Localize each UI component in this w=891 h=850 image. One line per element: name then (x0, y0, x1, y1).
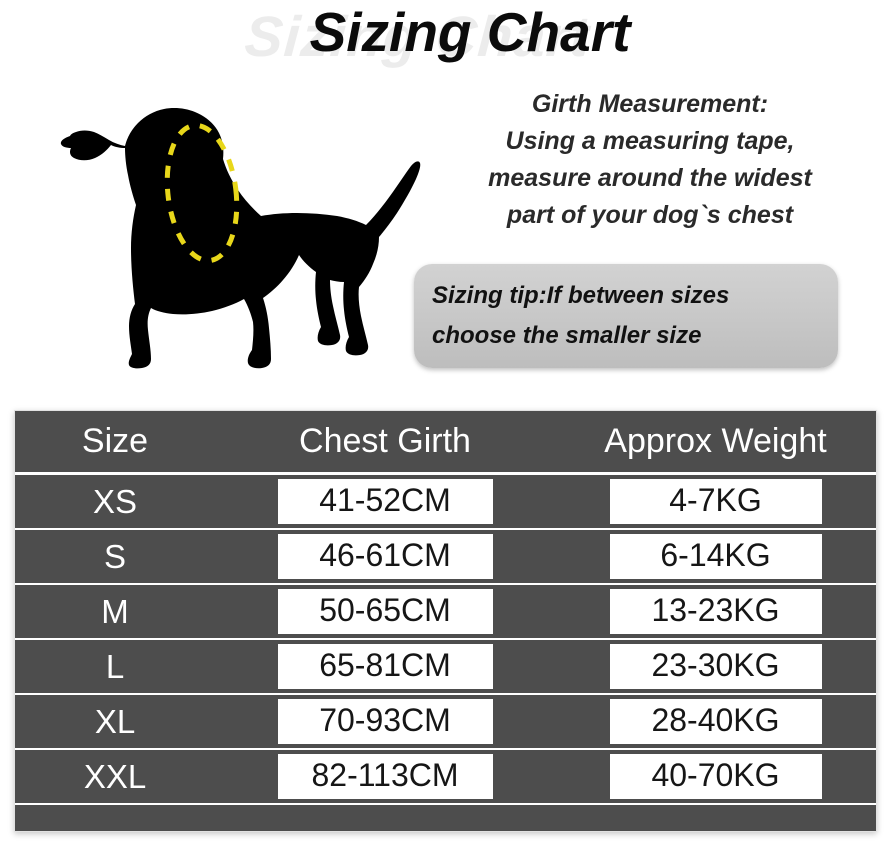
girth-value: 82-113CM (277, 754, 493, 799)
cell-weight: 6-14KG (555, 534, 876, 579)
cell-girth: 41-52CM (215, 479, 555, 524)
table-row: M 50-65CM 13-23KG (15, 585, 876, 640)
weight-value: 28-40KG (609, 699, 822, 744)
weight-value: 4-7KG (609, 479, 822, 524)
size-label: XL (94, 702, 136, 740)
girth-ellipse-icon (164, 122, 240, 264)
size-label: S (103, 537, 126, 575)
girth-instruction-line-3: measure around the widest (488, 164, 812, 192)
dog-silhouette-icon (60, 108, 421, 369)
girth-value: 50-65CM (277, 589, 493, 634)
sizing-tip-box: Sizing tip:If between sizes choose the s… (414, 264, 838, 368)
table-row: XXL 82-113CM 40-70KG (15, 750, 876, 805)
cell-size: XL (15, 703, 215, 741)
cell-weight: 28-40KG (555, 699, 876, 744)
weight-value: 6-14KG (609, 534, 822, 579)
cell-girth: 70-93CM (215, 699, 555, 744)
size-label: L (105, 647, 125, 685)
girth-instruction-line-4: part of your dog`s chest (506, 201, 794, 229)
column-header-girth-cell: Chest Girth (215, 422, 555, 461)
weight-value: 13-23KG (609, 589, 822, 634)
table-row: XS 41-52CM 4-7KG (15, 475, 876, 530)
girth-value: 46-61CM (277, 534, 493, 579)
column-header-weight-cell: Approx Weight (555, 422, 876, 461)
column-header-size: Size (81, 422, 149, 460)
weight-value: 23-30KG (609, 644, 822, 689)
girth-value: 41-52CM (277, 479, 493, 524)
cell-size: M (15, 593, 215, 631)
column-header-size-cell: Size (15, 422, 215, 461)
column-header-girth: Chest Girth (299, 422, 471, 460)
table-footer-strip (15, 805, 876, 831)
cell-size: XXL (15, 758, 215, 796)
girth-instruction-heading: Girth Measurement: (531, 90, 769, 118)
sizing-table: Size Chest Girth Approx Weight XS 41-52C… (14, 410, 877, 832)
table-header-row: Size Chest Girth Approx Weight (15, 411, 876, 475)
page-title: Sizing Chart (309, 1, 631, 63)
column-header-weight: Approx Weight (604, 422, 827, 460)
cell-weight: 13-23KG (555, 589, 876, 634)
cell-weight: 40-70KG (555, 754, 876, 799)
cell-size: L (15, 648, 215, 686)
cell-size: S (15, 538, 215, 576)
girth-instructions: Girth Measurement: Using a measuring tap… (424, 86, 876, 234)
girth-instruction-line-2: Using a measuring tape, (505, 127, 795, 155)
girth-value: 65-81CM (277, 644, 493, 689)
table-row: XL 70-93CM 28-40KG (15, 695, 876, 750)
size-label: XXL (83, 757, 147, 795)
title-area: Sizing Chart Sizing Chart (0, 0, 891, 78)
cell-girth: 65-81CM (215, 644, 555, 689)
table-row: L 65-81CM 23-30KG (15, 640, 876, 695)
cell-weight: 4-7KG (555, 479, 876, 524)
sizing-tip-line-2: choose the smaller size (432, 322, 702, 349)
table-row: S 46-61CM 6-14KG (15, 530, 876, 585)
cell-girth: 82-113CM (215, 754, 555, 799)
cell-size: XS (15, 483, 215, 521)
cell-weight: 23-30KG (555, 644, 876, 689)
size-label: M (101, 592, 129, 630)
sizing-tip-line-1: Sizing tip:If between sizes (432, 282, 730, 309)
cell-girth: 50-65CM (215, 589, 555, 634)
size-label: XS (92, 482, 138, 520)
girth-value: 70-93CM (277, 699, 493, 744)
cell-girth: 46-61CM (215, 534, 555, 579)
weight-value: 40-70KG (609, 754, 822, 799)
dog-silhouette-figure (52, 78, 432, 378)
